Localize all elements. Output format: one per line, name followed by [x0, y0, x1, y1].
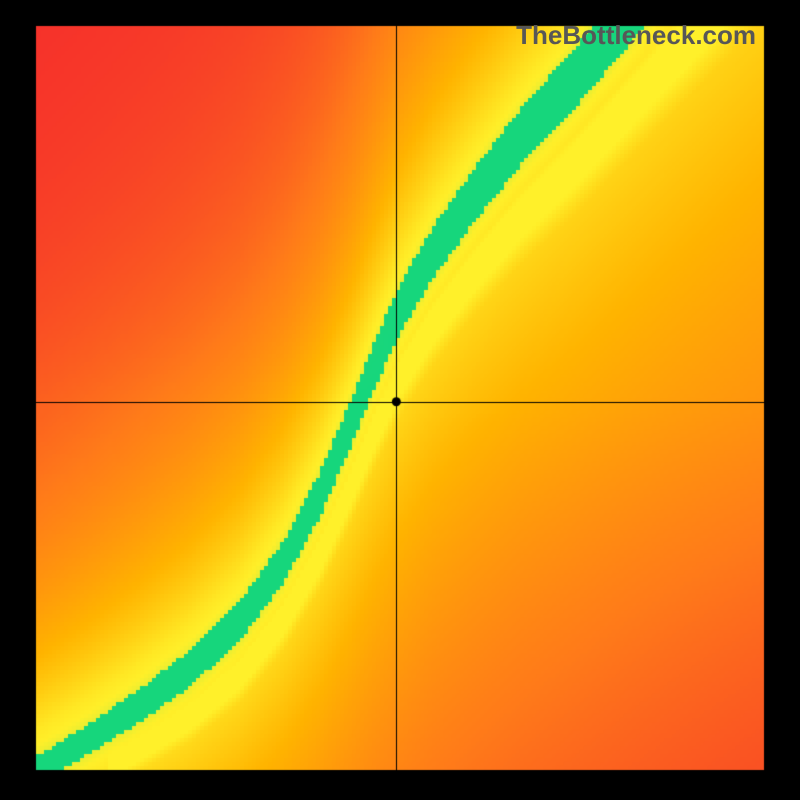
chart-container: TheBottleneck.com	[0, 0, 800, 800]
watermark-text: TheBottleneck.com	[516, 20, 756, 51]
bottleneck-heatmap	[0, 0, 800, 800]
